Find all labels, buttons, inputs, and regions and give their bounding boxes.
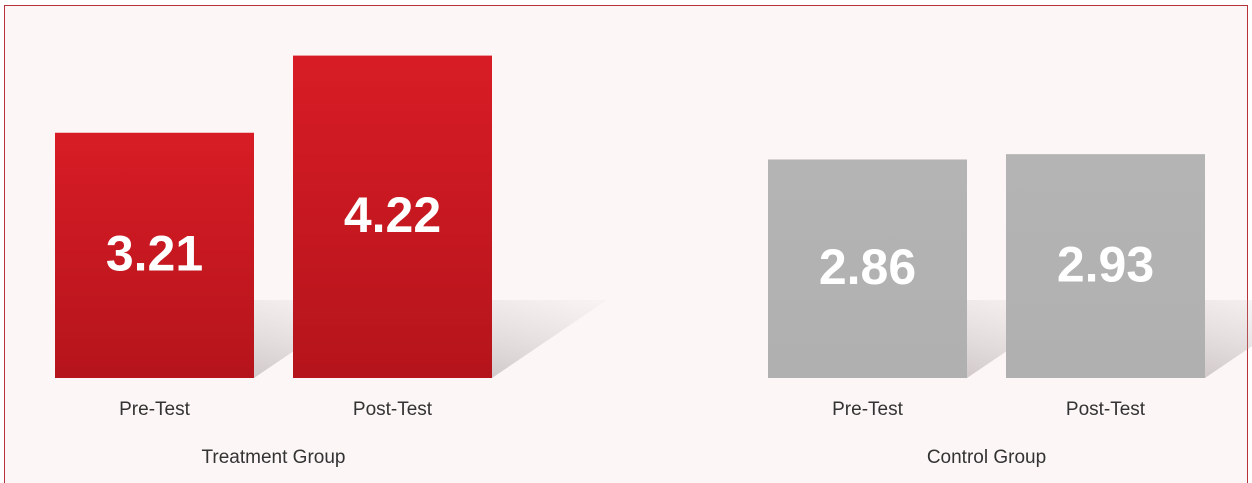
x-tick-label: Pre-Test — [119, 399, 190, 420]
value-label: 2.93 — [1057, 236, 1154, 292]
bar — [55, 132, 254, 378]
value-label: 3.21 — [106, 226, 203, 282]
bar — [1006, 154, 1205, 378]
x-tick-label: Post-Test — [353, 399, 433, 420]
bar — [293, 55, 492, 378]
x-tick-label: Pre-Test — [832, 399, 903, 420]
group-label: Treatment Group — [202, 447, 346, 468]
group-label: Control Group — [927, 447, 1046, 468]
x-tick-label: Post-Test — [1066, 399, 1146, 420]
bar — [768, 159, 967, 378]
value-label: 2.86 — [819, 239, 916, 295]
value-label: 4.22 — [344, 187, 441, 243]
